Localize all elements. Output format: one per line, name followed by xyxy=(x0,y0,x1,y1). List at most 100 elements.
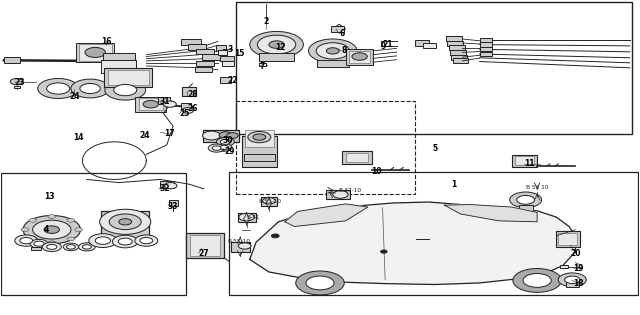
Text: 9: 9 xyxy=(381,42,386,51)
Circle shape xyxy=(34,241,44,246)
Polygon shape xyxy=(285,204,368,226)
Circle shape xyxy=(67,218,75,222)
Circle shape xyxy=(227,133,238,138)
Circle shape xyxy=(15,235,38,246)
Bar xyxy=(446,37,462,42)
Bar xyxy=(139,98,163,110)
Circle shape xyxy=(21,228,29,232)
Bar xyxy=(104,68,152,87)
Text: 8: 8 xyxy=(341,46,346,55)
Text: 24: 24 xyxy=(139,131,150,140)
Circle shape xyxy=(212,146,221,150)
Circle shape xyxy=(48,215,56,218)
Bar xyxy=(1,173,186,295)
Bar xyxy=(518,205,532,210)
Text: 2: 2 xyxy=(263,17,268,26)
Circle shape xyxy=(257,35,296,54)
Bar xyxy=(236,2,632,134)
Bar xyxy=(101,60,136,73)
Circle shape xyxy=(44,226,60,233)
Circle shape xyxy=(523,273,551,287)
Text: 3: 3 xyxy=(227,45,233,54)
Bar xyxy=(480,43,492,47)
Circle shape xyxy=(216,144,232,151)
Text: B-55-10: B-55-10 xyxy=(259,199,282,204)
Bar xyxy=(204,129,239,141)
Circle shape xyxy=(308,39,357,63)
Bar xyxy=(202,54,221,60)
Text: 1: 1 xyxy=(451,180,456,189)
Text: 29: 29 xyxy=(224,147,235,156)
Circle shape xyxy=(33,220,71,239)
Bar xyxy=(79,44,112,60)
Circle shape xyxy=(114,84,137,96)
Circle shape xyxy=(79,243,95,251)
Text: 5: 5 xyxy=(433,144,438,152)
Circle shape xyxy=(316,43,349,59)
Bar xyxy=(511,155,537,167)
Circle shape xyxy=(29,218,36,222)
Bar xyxy=(196,60,214,66)
Text: 23: 23 xyxy=(15,78,25,87)
Bar xyxy=(108,70,149,85)
Bar xyxy=(480,52,492,56)
Circle shape xyxy=(118,238,132,245)
Circle shape xyxy=(119,219,132,225)
Text: 24: 24 xyxy=(69,92,79,101)
Circle shape xyxy=(71,79,109,98)
Bar xyxy=(237,213,255,222)
Bar xyxy=(181,103,191,109)
Circle shape xyxy=(10,78,23,85)
Circle shape xyxy=(109,214,141,230)
Bar xyxy=(169,200,177,206)
Bar xyxy=(261,197,277,206)
Text: 20: 20 xyxy=(570,249,580,258)
Bar xyxy=(229,172,638,295)
Bar xyxy=(136,97,166,112)
Circle shape xyxy=(220,139,230,144)
Circle shape xyxy=(352,53,367,60)
Circle shape xyxy=(513,268,561,292)
Bar xyxy=(160,181,173,188)
Bar xyxy=(189,235,220,255)
Circle shape xyxy=(333,191,348,198)
Text: 6: 6 xyxy=(339,29,344,38)
Circle shape xyxy=(105,80,146,100)
Circle shape xyxy=(164,183,177,189)
Bar xyxy=(181,39,200,45)
Bar xyxy=(515,156,534,165)
Circle shape xyxy=(42,242,61,252)
Bar xyxy=(236,101,415,193)
Bar xyxy=(317,60,349,67)
Bar xyxy=(216,45,226,51)
Circle shape xyxy=(262,198,275,204)
Circle shape xyxy=(381,250,387,253)
Circle shape xyxy=(38,78,79,99)
Text: 17: 17 xyxy=(164,129,175,139)
Bar xyxy=(566,282,579,287)
Bar xyxy=(449,45,465,50)
Text: 26: 26 xyxy=(187,104,198,113)
Bar xyxy=(182,87,196,96)
Circle shape xyxy=(95,237,111,244)
Circle shape xyxy=(564,276,580,284)
Circle shape xyxy=(83,245,92,249)
Circle shape xyxy=(67,245,76,249)
Circle shape xyxy=(47,83,70,94)
Text: 13: 13 xyxy=(44,192,54,201)
Circle shape xyxy=(239,213,254,221)
Circle shape xyxy=(89,234,117,248)
Circle shape xyxy=(516,195,534,204)
Bar xyxy=(221,61,234,66)
Bar xyxy=(195,66,212,72)
Bar xyxy=(346,49,373,65)
Polygon shape xyxy=(445,204,537,222)
Circle shape xyxy=(208,144,225,152)
Bar xyxy=(188,44,206,50)
Bar xyxy=(447,41,463,46)
Bar xyxy=(244,154,275,161)
Circle shape xyxy=(23,215,81,244)
Text: 25: 25 xyxy=(179,109,190,118)
Text: 22: 22 xyxy=(227,76,238,85)
Circle shape xyxy=(140,238,153,244)
